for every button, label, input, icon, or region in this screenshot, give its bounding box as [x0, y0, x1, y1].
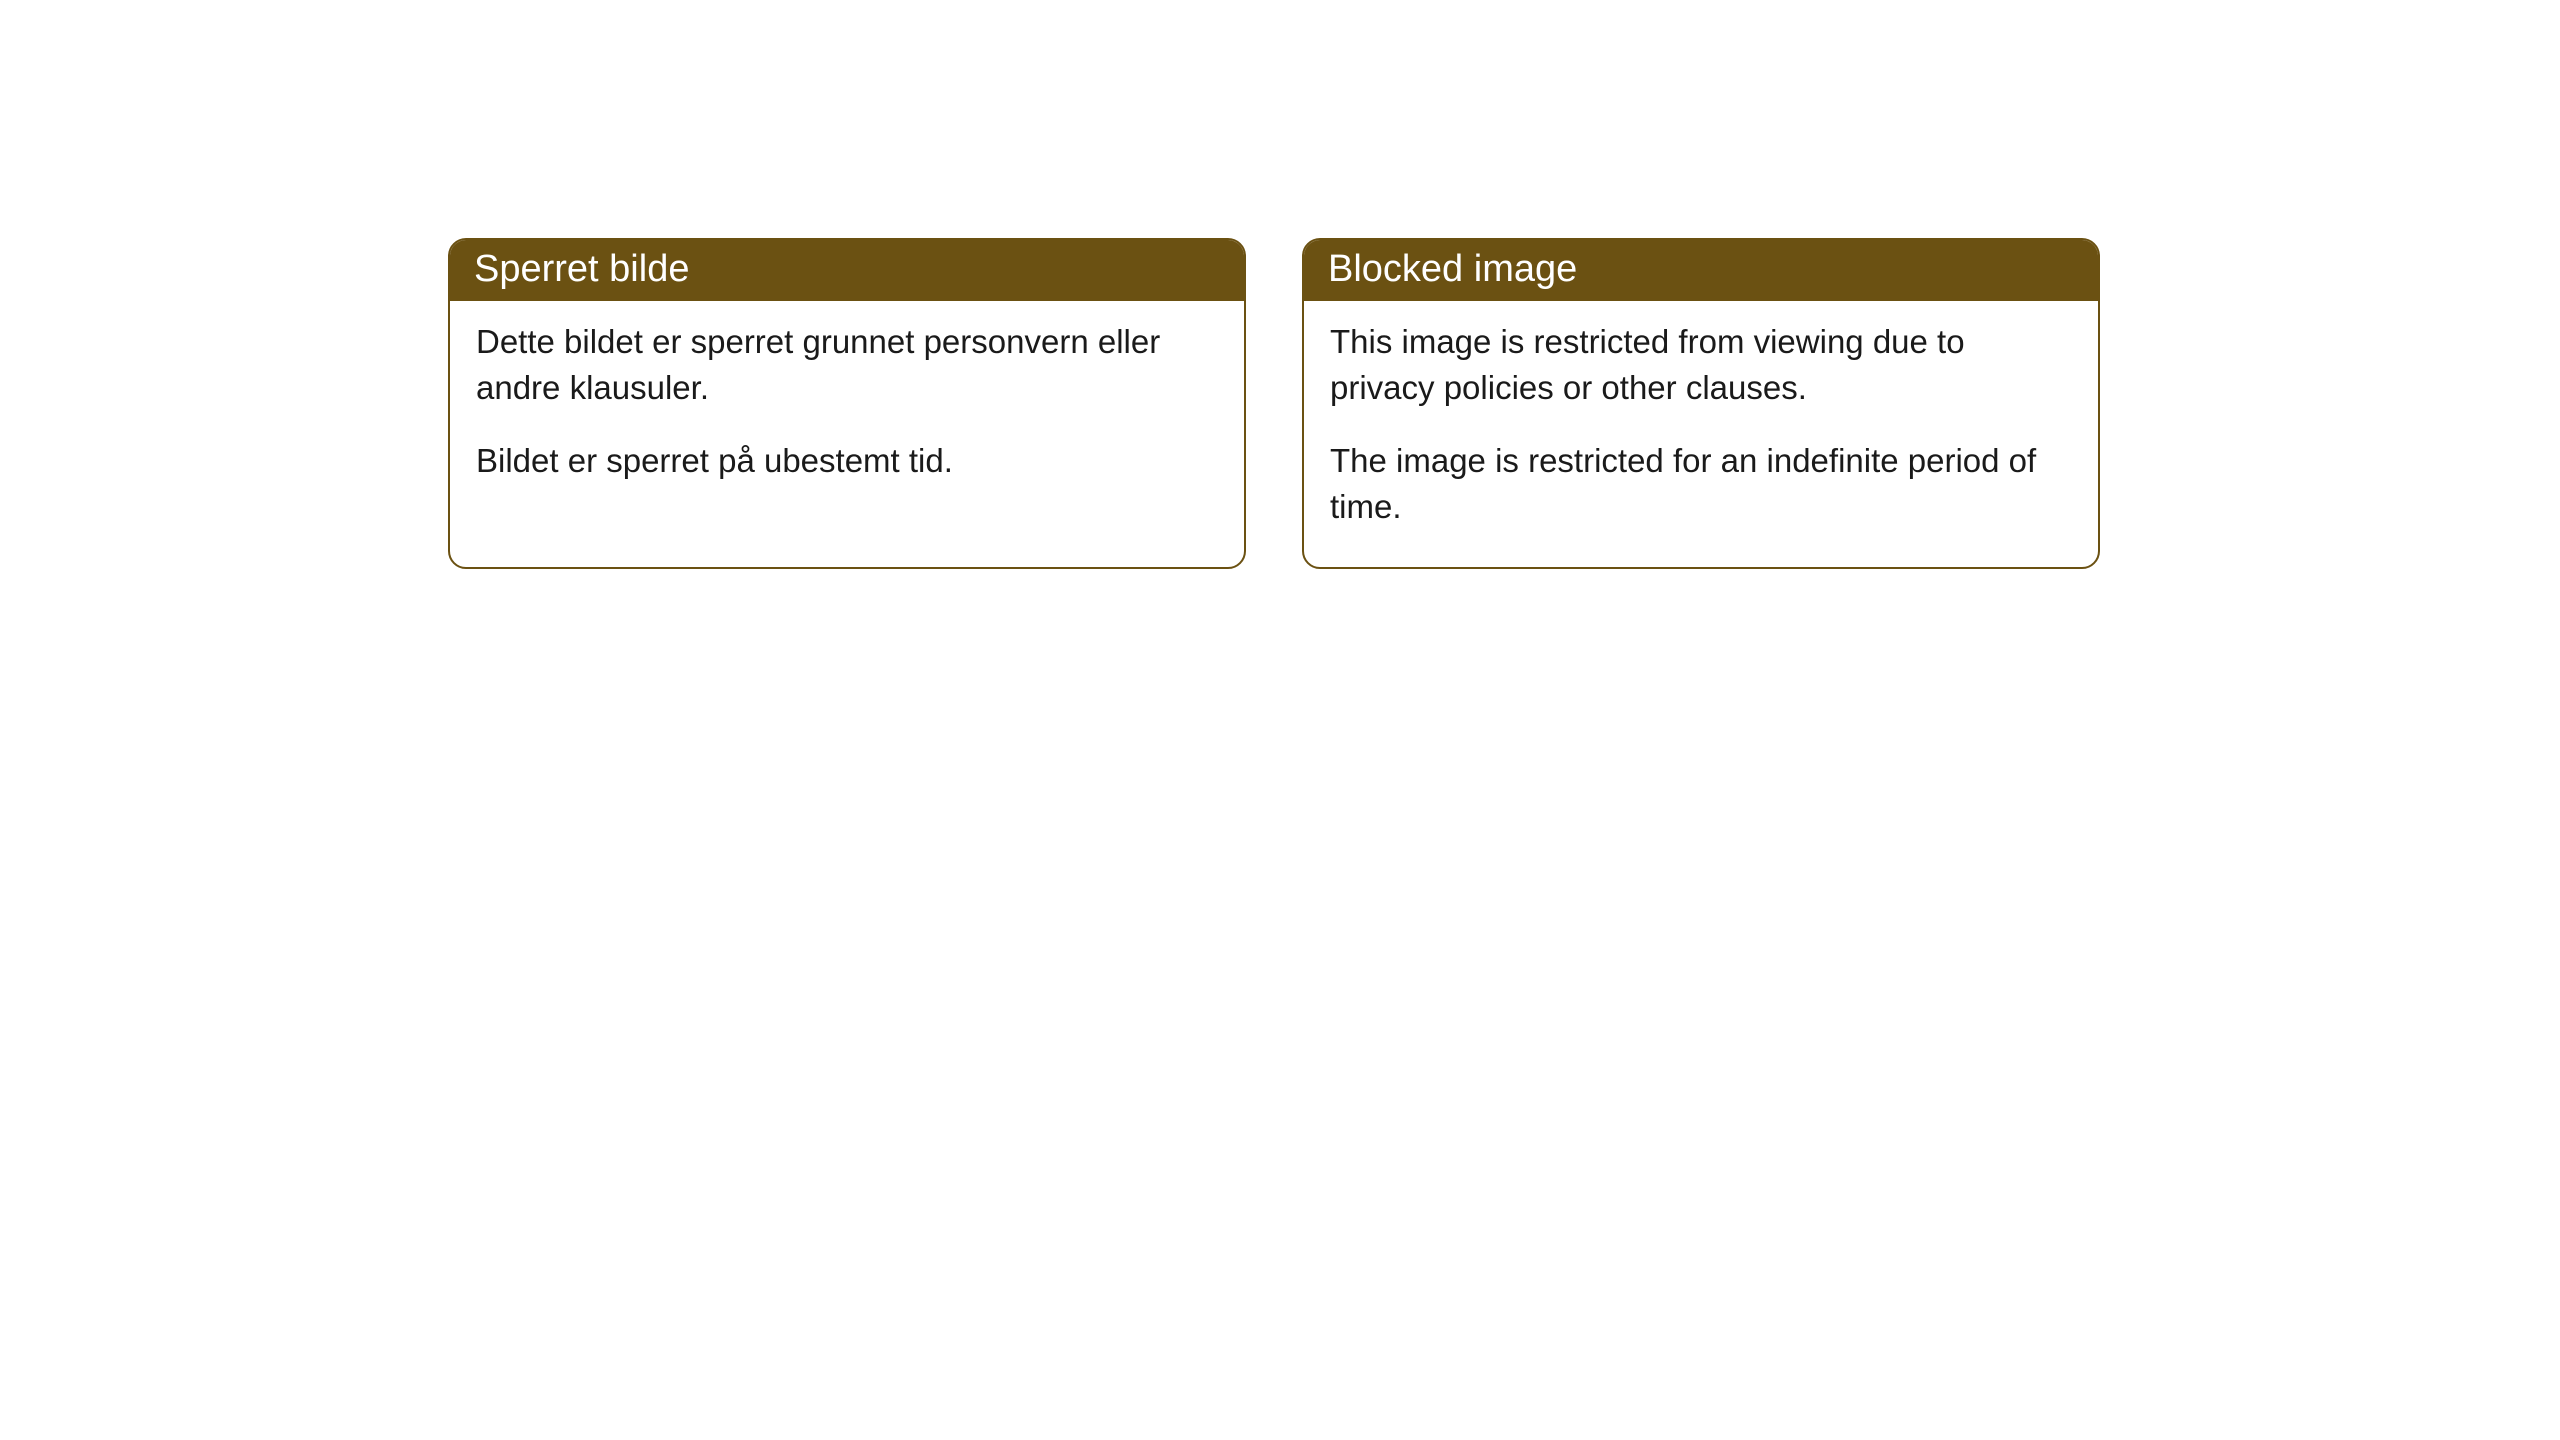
card-english: Blocked image This image is restricted f…: [1302, 238, 2100, 569]
card-header-norwegian: Sperret bilde: [450, 240, 1244, 301]
card-paragraph: This image is restricted from viewing du…: [1330, 319, 2072, 410]
cards-container: Sperret bilde Dette bildet er sperret gr…: [448, 238, 2100, 569]
card-body-norwegian: Dette bildet er sperret grunnet personve…: [450, 301, 1244, 522]
card-paragraph: The image is restricted for an indefinit…: [1330, 438, 2072, 529]
card-norwegian: Sperret bilde Dette bildet er sperret gr…: [448, 238, 1246, 569]
card-body-english: This image is restricted from viewing du…: [1304, 301, 2098, 567]
card-paragraph: Bildet er sperret på ubestemt tid.: [476, 438, 1218, 484]
card-paragraph: Dette bildet er sperret grunnet personve…: [476, 319, 1218, 410]
card-header-english: Blocked image: [1304, 240, 2098, 301]
